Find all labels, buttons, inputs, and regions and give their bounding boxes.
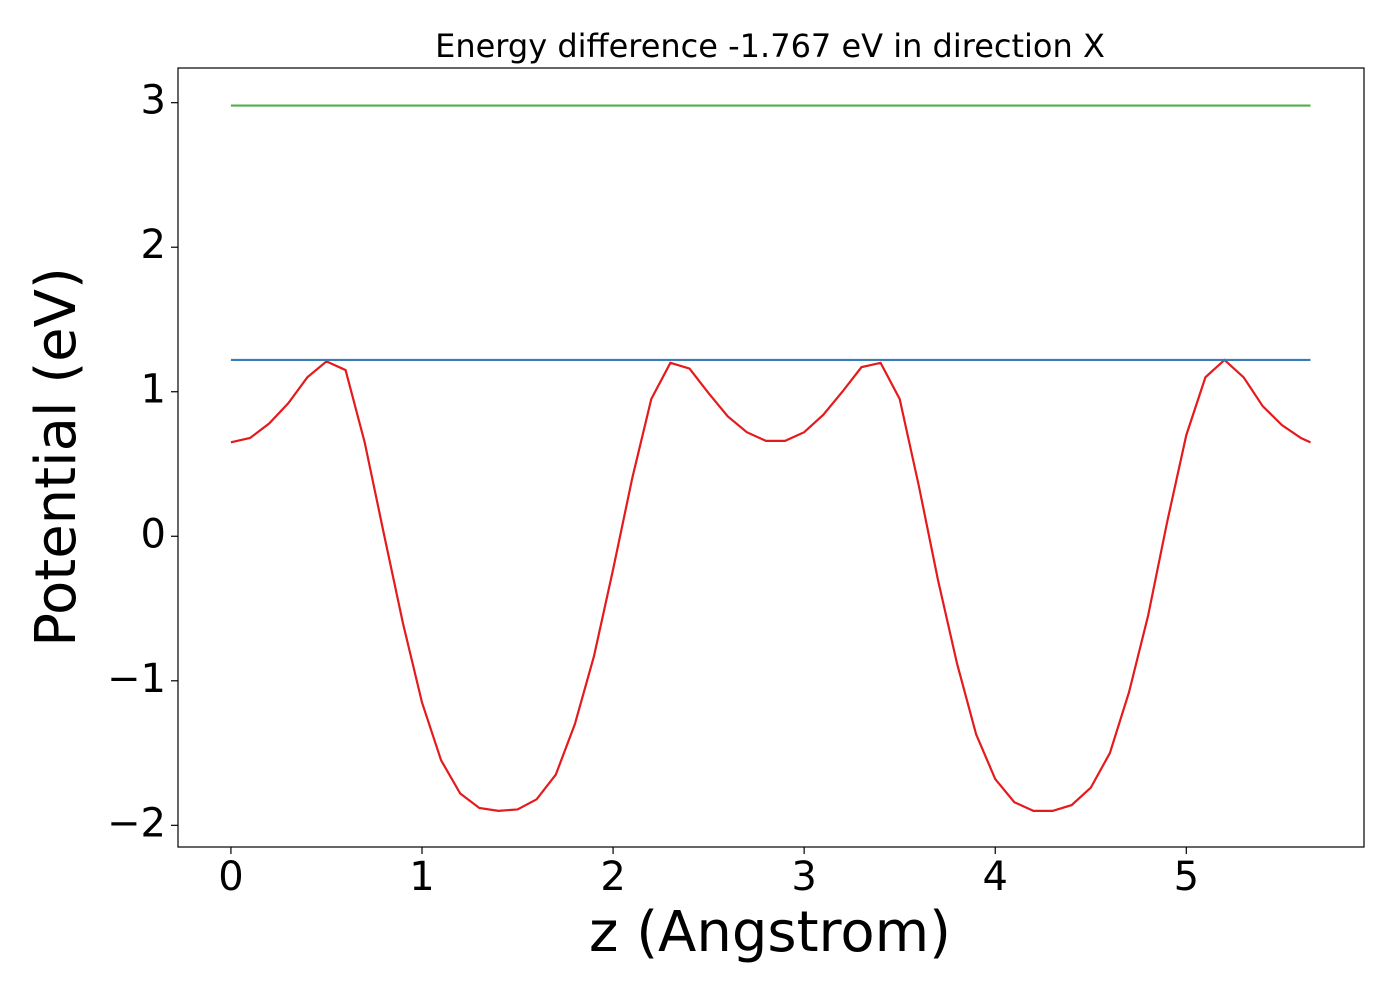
y-axis-label: Potential (eV) xyxy=(24,267,89,647)
x-tick-label: 1 xyxy=(409,854,434,900)
y-tick-label: −1 xyxy=(107,656,166,702)
data-line xyxy=(230,358,1311,812)
chart-title: Energy difference -1.767 eV in direction… xyxy=(435,27,1105,65)
x-tick-label: 3 xyxy=(791,854,816,900)
x-axis-label: z (Angstrom) xyxy=(589,900,951,965)
x-tick-label: 0 xyxy=(218,854,243,900)
x-tick-label: 2 xyxy=(600,854,625,900)
x-tick-label: 5 xyxy=(1174,854,1199,900)
y-tick-label: 3 xyxy=(141,78,166,124)
y-tick-label: 1 xyxy=(141,367,166,413)
y-tick-label: 0 xyxy=(141,511,166,557)
plot-frame xyxy=(177,67,1365,848)
x-tick-label: 4 xyxy=(982,854,1007,900)
y-tick-label: −2 xyxy=(107,800,166,846)
y-tick-label: 2 xyxy=(141,222,166,268)
